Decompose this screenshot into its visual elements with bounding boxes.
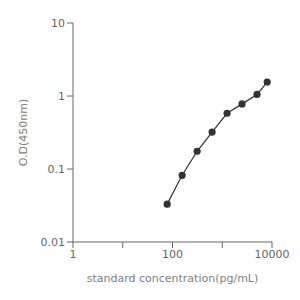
svg-text:1: 1 <box>70 248 77 261</box>
svg-text:1: 1 <box>58 90 65 103</box>
svg-text:10000: 10000 <box>255 248 290 261</box>
svg-text:0.01: 0.01 <box>41 236 66 249</box>
svg-text:O.D(450nm): O.D(450nm) <box>17 99 30 166</box>
svg-text:standard concentration(pg/mL): standard concentration(pg/mL) <box>87 272 259 285</box>
svg-text:0.1: 0.1 <box>48 163 66 176</box>
svg-text:10: 10 <box>51 17 65 30</box>
svg-text:100: 100 <box>162 248 183 261</box>
